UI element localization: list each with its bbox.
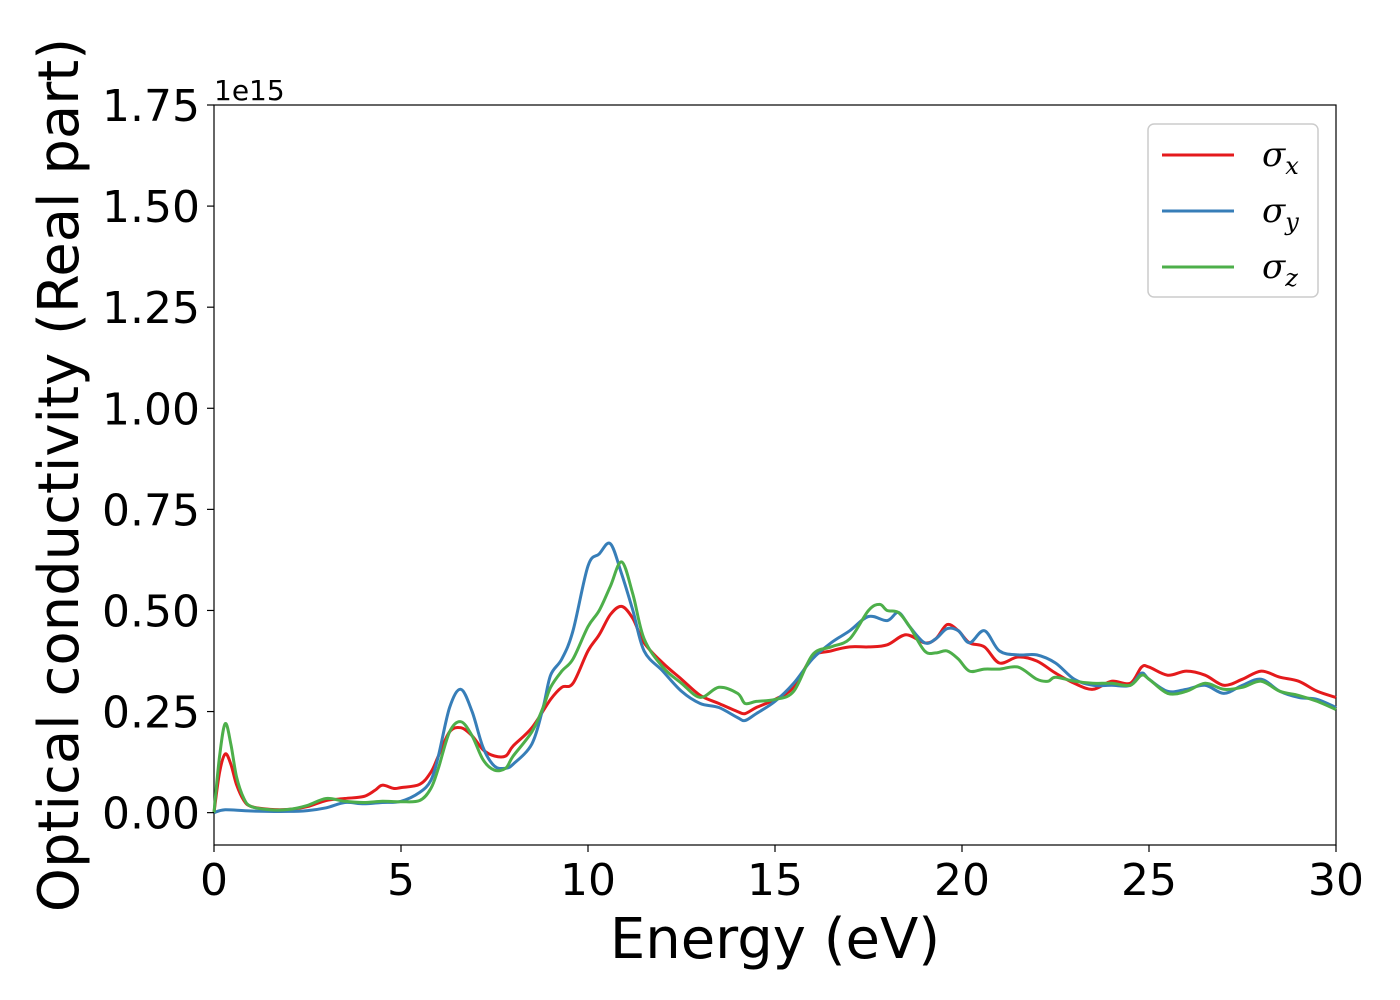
y-tick-label: 0.50 [102,586,200,637]
legend-label-z: σz [1262,247,1298,292]
x-axis-title: Energy (eV) [610,907,940,972]
y-tick-label: 1.75 [102,81,200,132]
x-tick-label: 5 [387,855,415,906]
legend-label-x: σx [1262,135,1299,180]
y-axis-title: Optical conductivity (Real part) [27,38,92,912]
y-tick-label: 1.00 [102,384,200,435]
x-tick-label: 15 [747,855,803,906]
series-line-x [212,604,1337,813]
x-tick-label: 10 [560,855,616,906]
y-tick-label: 0.00 [102,789,200,840]
x-tick-label: 30 [1308,855,1364,906]
y-tick-label: 0.75 [102,485,200,536]
y-tick-label: 0.25 [102,688,200,739]
y-axis: 0.00 0.25 0.50 0.75 1.00 1.25 1.50 1.75 [102,81,214,840]
x-tick-label: 25 [1121,855,1177,906]
series-line-y [213,541,1337,815]
legend: σx σy σz [1147,123,1319,298]
y-tick-label: 1.50 [102,182,200,233]
x-tick-label: 20 [934,855,990,906]
y-offset-label: 1e15 [214,74,285,107]
y-tick-label: 1.25 [102,283,200,334]
series-line-z [212,560,1337,813]
legend-label-y: σy [1262,191,1299,236]
x-axis: 0 5 10 15 20 25 30 [200,845,1364,906]
x-tick-label: 0 [200,855,228,906]
series-layer [212,541,1337,815]
